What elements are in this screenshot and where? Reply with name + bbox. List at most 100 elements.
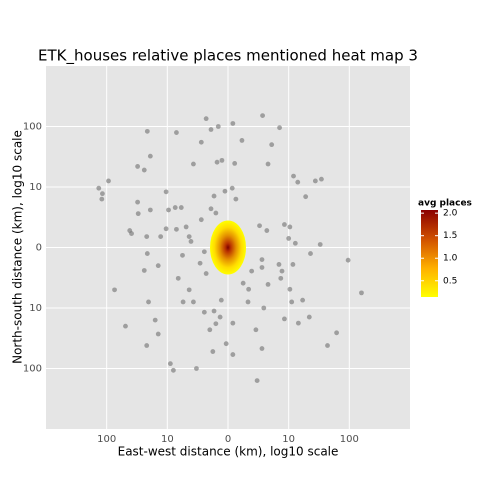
point [198, 217, 204, 223]
point [217, 314, 223, 320]
legend-tick-label: 0.5 [443, 276, 457, 286]
legend-tick-label: 1.5 [443, 231, 457, 241]
point [198, 139, 204, 145]
point [253, 327, 259, 333]
point [259, 265, 265, 270]
point [194, 366, 199, 371]
y-tick-label: 100 [23, 364, 42, 375]
point [191, 299, 196, 305]
point [147, 153, 153, 159]
point [144, 234, 150, 240]
point [100, 191, 105, 197]
point [222, 188, 228, 194]
point [207, 327, 213, 333]
point [223, 341, 229, 347]
point [317, 242, 323, 247]
point [233, 196, 239, 202]
point [208, 127, 214, 132]
point [129, 231, 134, 236]
point [178, 205, 184, 210]
x-axis-label: East-west distance (km), log10 scale [118, 445, 339, 459]
point [144, 128, 150, 134]
legend-tick-label: 2.0 [443, 209, 458, 219]
point [214, 159, 220, 165]
point [292, 240, 298, 246]
x-tick-label: 10 [282, 434, 295, 445]
point [167, 361, 173, 367]
point [152, 317, 158, 323]
x-tick-label: 100 [340, 434, 359, 445]
point [141, 167, 147, 173]
point [282, 316, 287, 322]
point [174, 130, 179, 135]
point [312, 178, 318, 184]
point [259, 346, 265, 351]
point [345, 257, 351, 263]
point [260, 113, 265, 119]
point [289, 299, 295, 305]
point [291, 173, 296, 179]
x-tick-label: 0 [225, 434, 231, 445]
point [141, 268, 147, 273]
point [213, 321, 219, 327]
point [135, 199, 141, 205]
point [96, 185, 102, 191]
point [265, 161, 271, 167]
point [201, 249, 207, 255]
point [230, 320, 236, 326]
point [123, 323, 128, 329]
legend-tick-label: 1.0 [443, 254, 458, 264]
point [219, 157, 225, 163]
point [232, 161, 238, 166]
point [174, 226, 179, 232]
point [171, 367, 176, 373]
legend-title: avg places [418, 199, 472, 209]
point [279, 268, 285, 274]
y-tick-label: 10 [29, 303, 42, 314]
point [186, 287, 192, 293]
colorbar [421, 210, 438, 297]
point [319, 176, 324, 182]
chart-title: ETK_houses relative places mentioned hea… [38, 47, 418, 66]
point [286, 236, 292, 241]
point [201, 309, 207, 315]
point [155, 263, 161, 269]
point [230, 352, 236, 357]
point [186, 234, 192, 240]
point [278, 275, 284, 281]
point [295, 320, 301, 326]
point [213, 210, 219, 216]
point [203, 271, 209, 276]
point [249, 268, 255, 274]
point [147, 207, 153, 213]
point [229, 185, 235, 191]
point [287, 224, 293, 230]
point [175, 275, 181, 281]
point [191, 161, 196, 167]
x-tick-label: 100 [97, 434, 116, 445]
point [203, 116, 209, 122]
point [166, 207, 171, 213]
point [106, 178, 111, 184]
point [99, 196, 105, 202]
point [180, 299, 186, 305]
point [135, 164, 141, 169]
point [359, 290, 364, 296]
point [146, 299, 151, 305]
point [265, 282, 271, 287]
point [172, 205, 178, 210]
point [155, 331, 161, 337]
point [112, 287, 117, 293]
point [303, 194, 309, 200]
point [287, 286, 293, 292]
point [257, 223, 262, 229]
y-tick-label: 100 [23, 122, 42, 133]
point [211, 193, 217, 199]
point [218, 297, 224, 303]
point [246, 286, 252, 292]
point [180, 252, 185, 258]
point [144, 343, 150, 348]
point [295, 179, 301, 185]
point [230, 121, 236, 126]
